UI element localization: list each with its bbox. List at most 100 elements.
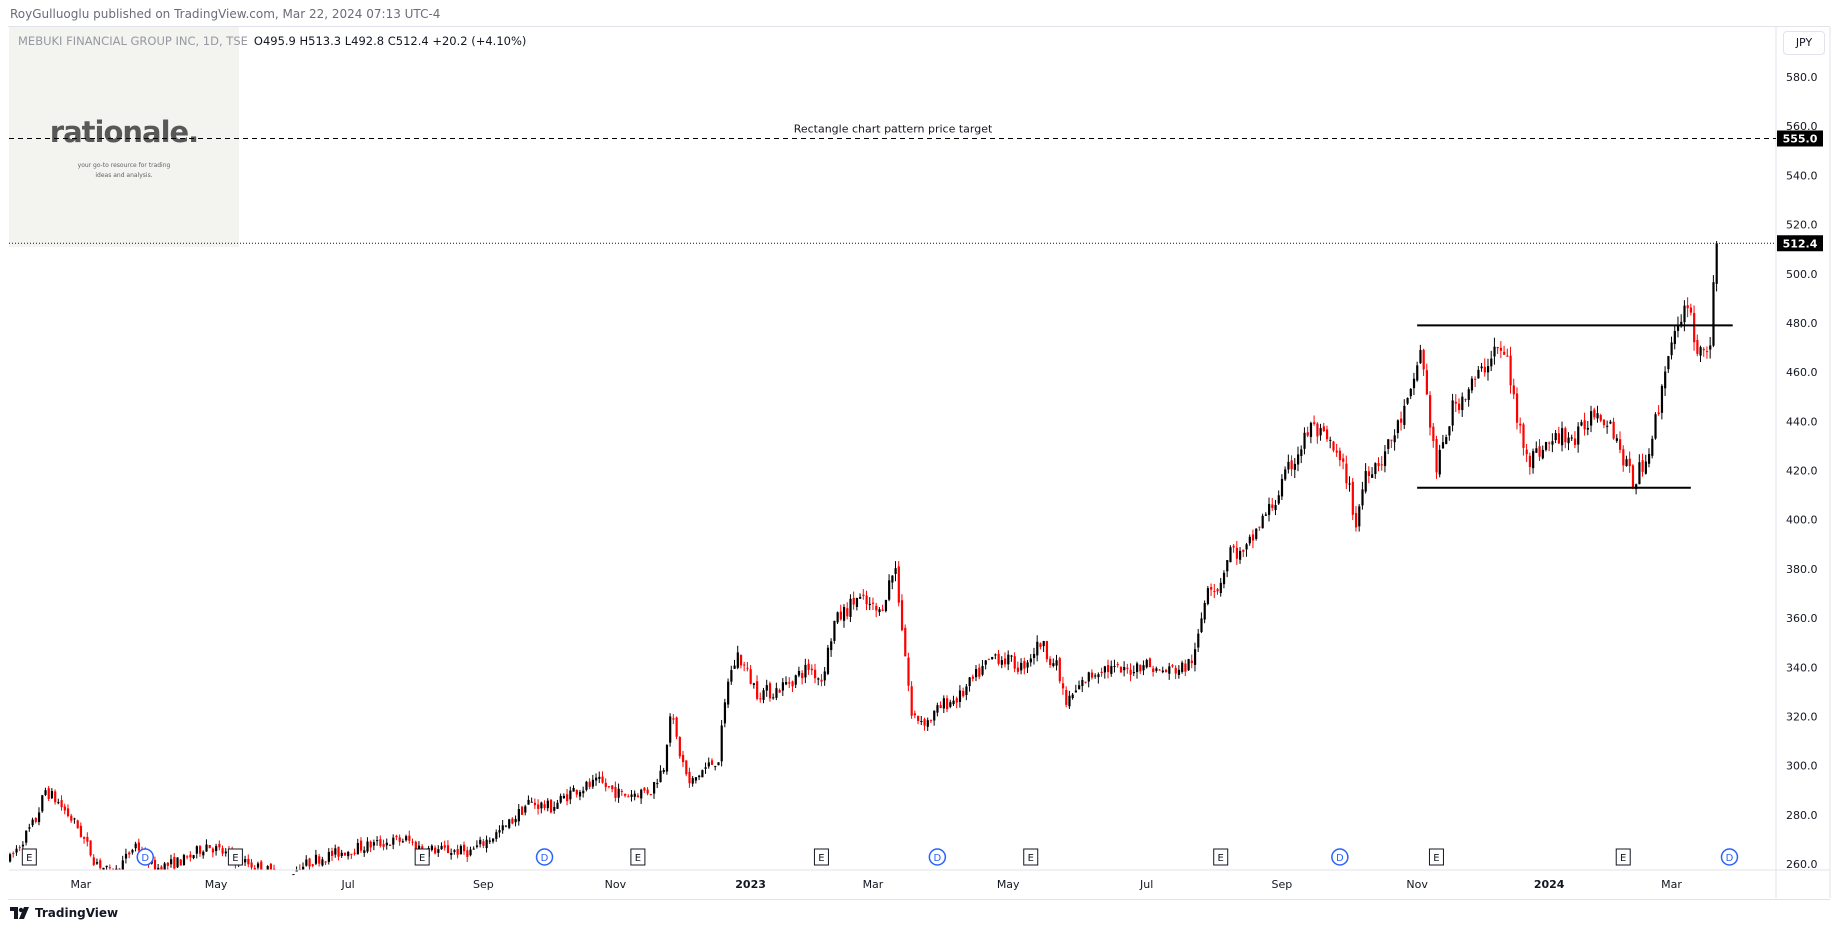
candle-body — [839, 611, 842, 620]
tradingview-footer[interactable]: TradingView — [10, 906, 118, 920]
candle-body — [469, 849, 472, 856]
earnings-marker-label: E — [419, 853, 425, 864]
candle-body — [1032, 654, 1036, 658]
candle-body — [1667, 356, 1670, 370]
candle-body — [1097, 674, 1100, 678]
x-tick-label: Mar — [70, 878, 91, 891]
candle-body — [1007, 654, 1010, 665]
candle-body — [604, 782, 607, 788]
candle-body — [1705, 351, 1709, 353]
candle-body — [1119, 666, 1123, 673]
candle-body — [1374, 463, 1377, 475]
dividend-marker-icon[interactable] — [1331, 848, 1349, 866]
candle-body — [1551, 441, 1554, 445]
candle-body — [1509, 355, 1512, 386]
dividend-marker-icon[interactable] — [136, 848, 154, 866]
candle-body — [1177, 669, 1181, 675]
candle-body — [1454, 401, 1457, 404]
candle-body — [179, 859, 182, 866]
symbol-legend[interactable]: MEBUKI FINANCIAL GROUP INC, 1D, TSE O495.… — [18, 34, 526, 48]
candle-body — [1602, 419, 1606, 426]
candle-body — [965, 686, 968, 696]
candle-body — [408, 835, 411, 841]
earnings-marker-icon[interactable] — [1023, 848, 1039, 866]
candle-body — [63, 806, 66, 811]
candle-body — [1371, 474, 1374, 478]
candle-body — [826, 647, 830, 674]
candle-body — [1612, 421, 1615, 439]
candle-body — [1403, 405, 1406, 426]
candle-body — [1474, 378, 1477, 380]
candle-body — [794, 675, 797, 685]
earnings-marker-icon[interactable] — [227, 848, 243, 866]
candle-body — [1461, 396, 1464, 411]
candle-body — [295, 870, 298, 872]
price-label-text: 512.4 — [1783, 237, 1818, 250]
earnings-marker-icon[interactable] — [813, 848, 829, 866]
candle-body — [401, 841, 405, 843]
candle-body — [701, 770, 704, 778]
price-target-label: Rectangle chart pattern price target — [794, 122, 993, 135]
symbol-name: MEBUKI FINANCIAL GROUP INC, 1D, TSE — [18, 34, 248, 48]
candle-body — [1441, 442, 1445, 449]
candle-body — [1580, 422, 1583, 426]
candle-body — [1438, 449, 1441, 475]
price-label-text: 555.0 — [1783, 132, 1818, 145]
candle-body — [714, 766, 717, 768]
candle-body — [566, 794, 569, 802]
earnings-marker-icon[interactable] — [21, 848, 37, 866]
dividend-marker-icon[interactable] — [535, 848, 554, 866]
candle-body — [1470, 378, 1474, 391]
candle-body — [44, 790, 47, 795]
candle-body — [269, 863, 273, 870]
candle-body — [1712, 282, 1715, 346]
candle-body — [1132, 671, 1135, 674]
candle-body — [1522, 424, 1525, 448]
candle-body — [830, 641, 833, 651]
candle-body — [900, 600, 904, 631]
candle-body — [891, 575, 894, 583]
chart-frame — [8, 26, 1830, 900]
candle-body — [1554, 433, 1557, 441]
candle-body — [504, 825, 508, 827]
candle-body — [768, 683, 772, 699]
dividend-marker-icon[interactable] — [1720, 848, 1739, 866]
candle-body — [733, 665, 736, 669]
candle-body — [1016, 667, 1020, 672]
candle-body — [752, 683, 756, 685]
earnings-marker-icon[interactable] — [414, 848, 430, 866]
earnings-marker-icon[interactable] — [1615, 848, 1631, 866]
candle-body — [382, 844, 385, 847]
y-tick-label: 400.0 — [1786, 514, 1818, 527]
currency-button[interactable]: JPY — [1783, 31, 1825, 55]
dividend-marker-icon[interactable] — [928, 848, 947, 866]
earnings-marker-icon[interactable] — [1213, 848, 1229, 866]
dividend-marker-label: D — [1336, 853, 1344, 864]
candle-body — [801, 673, 804, 679]
earnings-marker-icon[interactable] — [630, 848, 646, 866]
candle-body — [1561, 428, 1564, 446]
earnings-marker-icon[interactable] — [1428, 848, 1444, 866]
candle-body — [1586, 427, 1589, 430]
candle-body — [785, 682, 788, 685]
candle-body — [1045, 641, 1049, 660]
candle-body — [904, 627, 907, 657]
ohlc-values: O495.9 H513.3 L492.8 C512.4 +20.2 (+4.10… — [253, 34, 527, 48]
candle-body — [1577, 426, 1580, 445]
candle-body — [1219, 582, 1222, 594]
candle-body — [720, 725, 723, 762]
candle-body — [1065, 689, 1068, 705]
candle-body — [1358, 506, 1361, 527]
candle-body — [823, 671, 826, 681]
candle-body — [1190, 660, 1193, 664]
candle-body — [1367, 471, 1371, 476]
candle-body — [624, 793, 627, 796]
candle-body — [1631, 465, 1635, 489]
candle-body — [1206, 588, 1210, 604]
candle-body — [994, 654, 997, 656]
candle-body — [1541, 449, 1544, 459]
candle-body — [1184, 663, 1187, 672]
x-tick-label: 2023 — [735, 878, 766, 891]
candle-body — [1429, 395, 1432, 428]
